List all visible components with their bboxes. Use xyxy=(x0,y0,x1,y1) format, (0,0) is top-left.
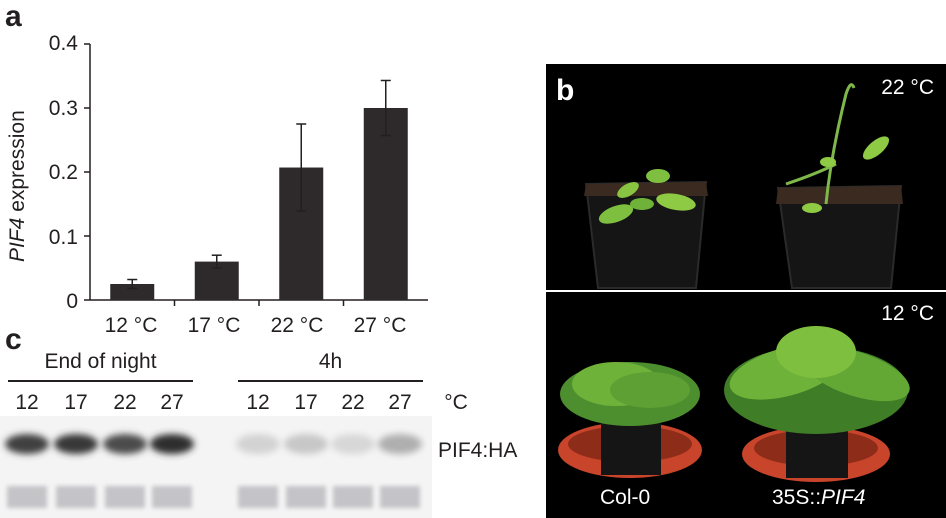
group-line-right xyxy=(238,380,423,382)
temperature-unit: °C xyxy=(436,391,476,415)
category-label: 27 °C xyxy=(335,314,425,338)
genotype-prefix: 35S:: xyxy=(772,486,821,509)
western-blot xyxy=(0,416,432,518)
genotype-gene: PIF4 xyxy=(821,486,865,509)
group-label-4h: 4h xyxy=(238,350,423,374)
loading-control-band xyxy=(238,486,278,508)
lane-label: 12 xyxy=(236,391,280,415)
loading-control-band xyxy=(286,486,326,508)
loading-control-band xyxy=(333,486,373,508)
photo-12c: 12 °C Col-0 35S::PIF4 xyxy=(546,292,946,518)
lane-label: 27 xyxy=(378,391,422,415)
loading-control-band xyxy=(105,486,145,508)
blot-band xyxy=(331,434,375,454)
lane-label: 22 xyxy=(103,391,147,415)
loading-control-band xyxy=(7,486,47,508)
group-label-end-of-night: End of night xyxy=(8,350,193,374)
bar xyxy=(364,108,408,300)
group-line-left xyxy=(8,380,193,382)
lane-label: 27 xyxy=(150,391,194,415)
panel-b-letter: b xyxy=(556,76,574,106)
lane-label: 17 xyxy=(284,391,328,415)
blot-band xyxy=(378,434,422,454)
temperature-label-22c: 22 °C xyxy=(881,76,934,100)
lane-label: 17 xyxy=(54,391,98,415)
photo-22c: b 22 °C xyxy=(546,64,946,290)
blot-band xyxy=(284,434,328,454)
band-label: PIF4:HA xyxy=(438,439,517,463)
blot-band xyxy=(150,434,194,454)
bar-chart xyxy=(0,0,440,340)
blot-band xyxy=(54,434,98,454)
lane-label: 12 xyxy=(5,391,49,415)
blot-band xyxy=(5,434,49,454)
genotype-label-col0: Col-0 xyxy=(600,486,650,510)
lane-label: 22 xyxy=(331,391,375,415)
category-label: 22 °C xyxy=(252,314,342,338)
loading-control-band xyxy=(56,486,96,508)
temperature-label-12c: 12 °C xyxy=(881,302,934,326)
loading-control-band xyxy=(380,486,420,508)
category-label: 12 °C xyxy=(86,314,176,338)
blot-band xyxy=(103,434,147,454)
loading-control-band xyxy=(152,486,192,508)
genotype-label-35s-pif4: 35S::PIF4 xyxy=(772,486,865,510)
blot-band xyxy=(236,434,280,454)
category-label: 17 °C xyxy=(169,314,259,338)
